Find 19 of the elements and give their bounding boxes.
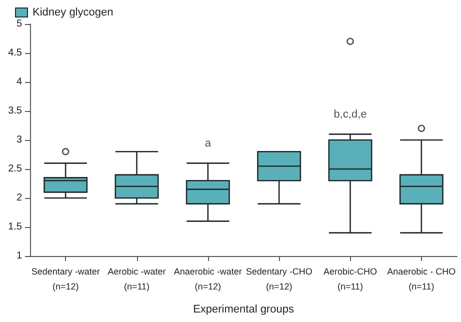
y-tick-label: 2.5 bbox=[8, 164, 22, 174]
legend-label: Kidney glycogen bbox=[32, 6, 114, 18]
x-tick-label: Sedentary -CHO (n=12) bbox=[246, 266, 312, 292]
y-tick-label: 3 bbox=[16, 134, 22, 146]
x-tick-label: Anaerobic - CHO (n=11) bbox=[387, 266, 456, 292]
y-tick-label: 2 bbox=[16, 192, 22, 204]
y-tick-label: 4.5 bbox=[8, 48, 22, 58]
y-tick-label: 3.5 bbox=[8, 106, 22, 116]
y-tick-label: 5 bbox=[16, 18, 22, 30]
y-tick-label: 1.5 bbox=[8, 222, 22, 232]
x-tick-label: Anaerobic -water (n=12) bbox=[174, 266, 242, 292]
x-tick-label: Sedentary -water (n=12) bbox=[31, 266, 100, 292]
annotation: a bbox=[204, 138, 212, 150]
y-tick-label: 4 bbox=[16, 76, 22, 88]
annotation: b,c,d,e bbox=[334, 108, 367, 121]
x-tick-label: Aerobic-CHO (n=11) bbox=[323, 266, 378, 292]
y-tick-label: 1 bbox=[16, 250, 22, 262]
x-axis-title: Experimental groups bbox=[193, 304, 294, 316]
x-tick-label: Aerobic -water (n=11) bbox=[108, 266, 166, 292]
